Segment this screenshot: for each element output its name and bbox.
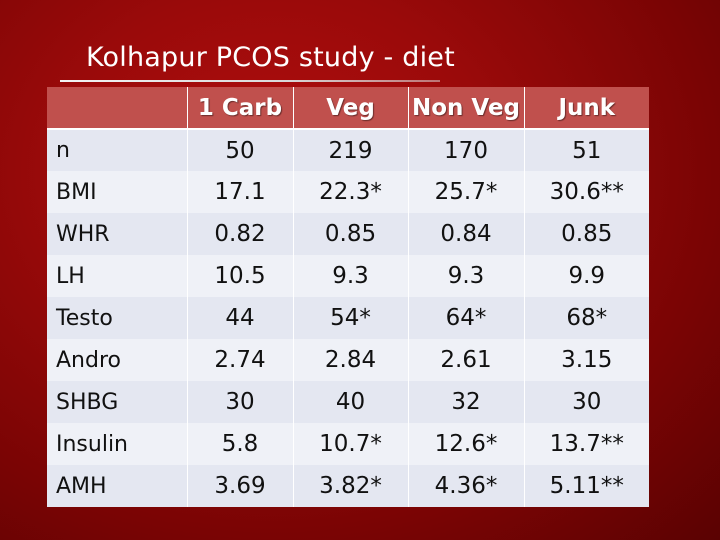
- title-underline: [60, 80, 440, 82]
- slide-title: Kolhapur PCOS study - diet: [86, 42, 455, 73]
- table-cell: 13.7**: [523, 423, 649, 465]
- table-cell: 30.6**: [523, 171, 649, 213]
- table-cell: 2.61: [407, 339, 524, 381]
- table-cell: 22.3*: [292, 171, 408, 213]
- table-cell: 10.7*: [292, 423, 408, 465]
- table-cell: 30: [186, 381, 293, 423]
- table-row: Insulin 5.8 10.7* 12.6* 13.7**: [47, 423, 649, 465]
- row-label: BMI: [56, 179, 97, 205]
- table-cell: 44: [186, 297, 293, 339]
- row-label: Insulin: [56, 431, 129, 457]
- header-cell-junk: Junk: [523, 87, 649, 130]
- table-cell: 32: [407, 381, 524, 423]
- table-cell: 4.36*: [407, 465, 524, 507]
- table-cell: 17.1: [186, 171, 293, 213]
- table-cell: 25.7*: [407, 171, 524, 213]
- table-cell: 68*: [523, 297, 649, 339]
- table-cell: 10.5: [186, 255, 293, 297]
- table-row: LH 10.5 9.3 9.3 9.9: [47, 255, 649, 297]
- row-label: WHR: [56, 221, 110, 247]
- table-cell: 2.74: [186, 339, 293, 381]
- table-cell: 0.85: [523, 213, 649, 255]
- diet-table: 1 Carb Veg Non Veg Junk n 50 219 170 51 BMI 17…: [47, 87, 649, 507]
- row-label: SHBG: [56, 389, 119, 415]
- table-row: SHBG 30 40 32 30: [47, 381, 649, 423]
- table-cell: 40: [292, 381, 408, 423]
- row-label: Andro: [56, 347, 121, 373]
- table-cell: 3.69: [186, 465, 293, 507]
- row-label: AMH: [56, 473, 107, 499]
- table-cell: 30: [523, 381, 649, 423]
- header-cell-blank: [47, 87, 187, 130]
- table-row: BMI 17.1 22.3* 25.7* 30.6**: [47, 171, 649, 213]
- table-body: n 50 219 170 51 BMI 17.1 22.3* 25.7* 30.6** WHR 0.8…: [47, 129, 649, 507]
- table-cell: 219: [292, 129, 408, 171]
- table-cell: 3.15: [523, 339, 649, 381]
- table-cell: 64*: [407, 297, 524, 339]
- table-cell: 170: [407, 129, 524, 171]
- table-cell: 5.8: [186, 423, 293, 465]
- header-cell-non-veg: Non Veg: [407, 87, 524, 130]
- table-cell: 0.85: [292, 213, 408, 255]
- row-label: Testo: [56, 305, 113, 331]
- table-cell: 2.84: [292, 339, 408, 381]
- table-cell: 9.9: [523, 255, 649, 297]
- table-header-row: 1 Carb Veg Non Veg Junk: [47, 87, 649, 130]
- table-row: Testo 44 54* 64* 68*: [47, 297, 649, 339]
- table-row: n 50 219 170 51: [47, 129, 649, 171]
- row-label: LH: [56, 263, 85, 289]
- table-cell: 54*: [292, 297, 408, 339]
- table-cell: 3.82*: [292, 465, 408, 507]
- table-row: Andro 2.74 2.84 2.61 3.15: [47, 339, 649, 381]
- table-row: WHR 0.82 0.85 0.84 0.85: [47, 213, 649, 255]
- table-cell: 0.82: [186, 213, 293, 255]
- header-cell-1-carb: 1 Carb: [186, 87, 293, 130]
- table-cell: 12.6*: [407, 423, 524, 465]
- table-row: AMH 3.69 3.82* 4.36* 5.11**: [47, 465, 649, 507]
- table-cell: 9.3: [407, 255, 524, 297]
- table-cell: 51: [523, 129, 649, 171]
- table-cell: 0.84: [407, 213, 524, 255]
- header-cell-veg: Veg: [292, 87, 408, 130]
- table-cell: 50: [186, 129, 293, 171]
- table-cell: 5.11**: [523, 465, 649, 507]
- row-label: n: [56, 138, 70, 163]
- table-cell: 9.3: [292, 255, 408, 297]
